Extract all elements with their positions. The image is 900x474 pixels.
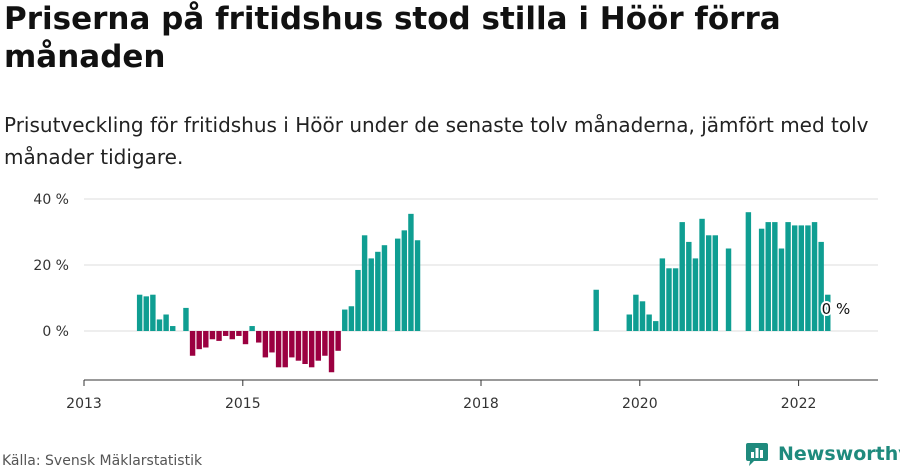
bar (361, 235, 368, 331)
chart-title: Priserna på fritidshus stod stilla i Höö… (4, 1, 781, 75)
bar (686, 241, 692, 331)
bar (646, 314, 652, 331)
bar (705, 235, 712, 331)
bar (394, 238, 401, 331)
bar (242, 331, 249, 345)
bar (308, 331, 315, 368)
bar (222, 331, 229, 336)
bar (262, 331, 269, 358)
bar (692, 258, 699, 331)
bar (408, 213, 414, 331)
bar (136, 294, 143, 331)
bar (653, 321, 659, 331)
bar (381, 245, 388, 331)
bar (765, 222, 771, 331)
bar (798, 225, 805, 331)
y-tick-label: 40 % (33, 192, 69, 208)
bar (156, 319, 163, 331)
bar (163, 314, 169, 331)
bar (626, 314, 632, 331)
last-value-label: 0 % (822, 300, 851, 318)
bar (170, 326, 176, 331)
bar (355, 269, 361, 331)
bar (818, 241, 824, 331)
source-note: Källa: Svensk Mäklarstatistik (2, 453, 203, 469)
bar (302, 331, 308, 364)
bar (825, 294, 831, 331)
newsworthy-logo-icon (746, 443, 768, 466)
bar (659, 258, 666, 331)
chart-subtitle: Prisutveckling för fritidshus i Höör und… (4, 113, 869, 169)
bar (203, 331, 209, 348)
bar (143, 296, 149, 331)
bar (811, 222, 818, 331)
bar (375, 251, 381, 331)
bar (791, 225, 798, 331)
bar (322, 331, 328, 356)
bar (772, 222, 778, 331)
x-tick-label: 2015 (225, 396, 261, 412)
bar (401, 230, 408, 331)
bar (282, 331, 288, 368)
bars (136, 212, 831, 373)
brand-name: Newsworthy (778, 443, 900, 465)
bar-chart: 0 % 20 % 40 % 2013 2015 2018 2020 2022 0 % (33, 192, 878, 412)
bar (778, 248, 785, 331)
x-tick-label: 2013 (66, 396, 102, 412)
bar (758, 228, 765, 331)
bar (725, 248, 732, 331)
bar (183, 307, 189, 331)
bar (189, 331, 196, 356)
bar (348, 306, 355, 331)
bar (633, 294, 639, 331)
x-tick-label: 2018 (463, 396, 499, 412)
bar (315, 331, 321, 361)
newsworthy-logo: Newsworthy (744, 441, 900, 467)
bar (256, 331, 262, 343)
bar (785, 222, 791, 331)
bar (150, 294, 156, 331)
bar (745, 212, 752, 331)
bar (593, 289, 599, 331)
y-tick-label: 20 % (33, 258, 69, 274)
bar (295, 331, 302, 361)
bar (805, 225, 811, 331)
bar (712, 235, 718, 331)
bar (275, 331, 282, 368)
y-tick-label: 0 % (42, 324, 69, 340)
tick-labels: 0 % 20 % 40 % 2013 2015 2018 2020 2022 0 % (33, 192, 852, 412)
bar (289, 331, 295, 358)
bar (666, 268, 672, 331)
bar (269, 331, 275, 353)
bar (335, 331, 341, 351)
bar (216, 331, 222, 341)
bar (196, 331, 202, 350)
bar (342, 309, 348, 331)
bar (679, 222, 685, 331)
bar (209, 331, 216, 340)
bar (368, 258, 374, 331)
bar (249, 326, 255, 331)
bar (328, 331, 335, 373)
bar (414, 240, 421, 331)
bar (639, 301, 646, 331)
bar (236, 331, 242, 336)
bar (672, 268, 679, 331)
bar (699, 218, 705, 331)
x-axis (83, 379, 878, 386)
x-tick-label: 2022 (781, 396, 817, 412)
bar (229, 331, 235, 340)
x-tick-label: 2020 (622, 396, 658, 412)
